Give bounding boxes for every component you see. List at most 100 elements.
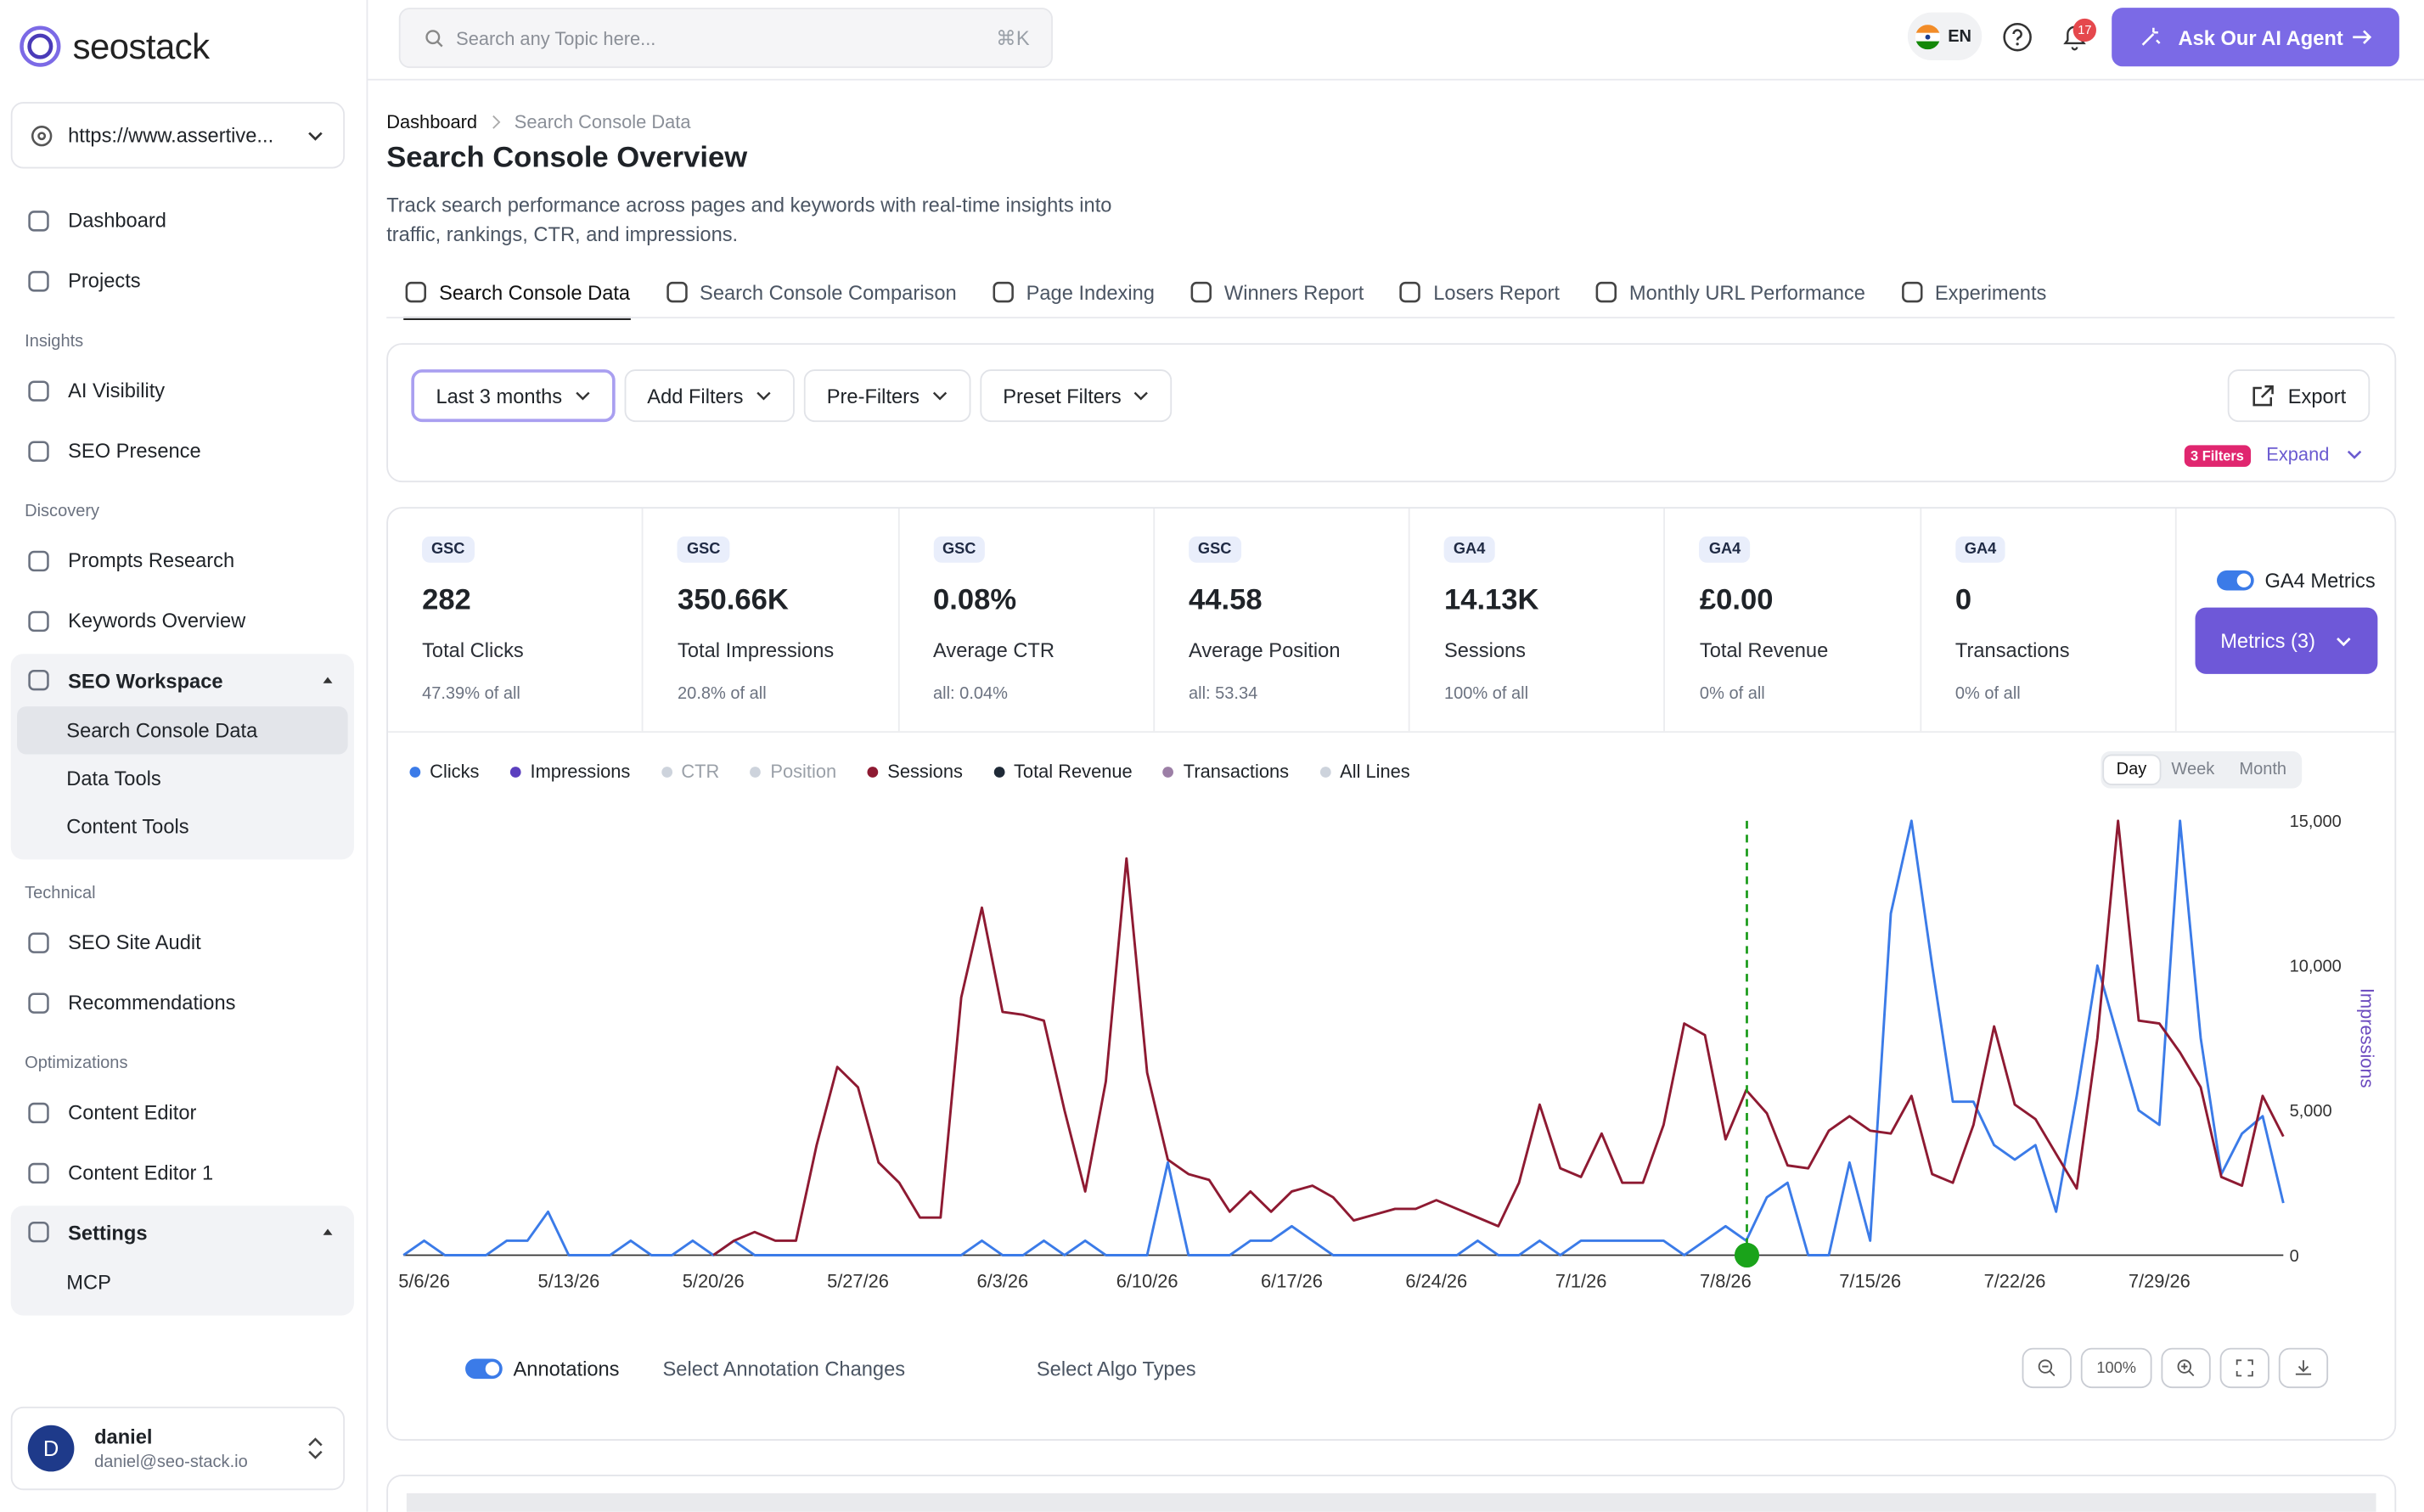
filter-button[interactable]: Pre-Filters xyxy=(803,369,971,423)
nav-item[interactable]: Content Editor xyxy=(0,1082,365,1143)
x-tick-label: 6/17/26 xyxy=(1261,1271,1323,1292)
export-icon xyxy=(2252,385,2274,407)
zoom-controls: 100% xyxy=(2013,1347,2329,1389)
legend-item[interactable]: Clicks xyxy=(409,760,480,783)
metric-note: all: 53.34 xyxy=(1188,684,1258,704)
tab[interactable]: Search Console Comparison xyxy=(664,267,957,317)
zoom-level[interactable]: 100% xyxy=(2080,1347,2152,1389)
annotation-marker[interactable] xyxy=(1734,1242,1760,1268)
sidebar: seostack https://www.assertive... Dashbo… xyxy=(0,0,368,1512)
filter-buttons: Last 3 months Add Filters Pre-Filters Prese… xyxy=(411,369,1173,423)
nav-item[interactable]: Dashboard xyxy=(0,190,365,250)
nav-item[interactable]: SEO Presence xyxy=(0,420,365,481)
nav-item[interactable]: AI Visibility xyxy=(0,360,365,420)
arrow-icon xyxy=(2353,30,2372,44)
expand[interactable]: Expand xyxy=(2266,444,2363,465)
nav-subitem[interactable]: Content Tools xyxy=(66,814,189,838)
metric-source-wrap: GSC xyxy=(933,533,1153,563)
toggle[interactable] xyxy=(2217,570,2254,591)
metric-card: GSC 350.66K Total Impressions 20.8% of all xyxy=(644,509,899,732)
tab[interactable]: Losers Report xyxy=(1398,267,1560,317)
annotation-changes[interactable]: Select Annotation Changes xyxy=(662,1357,906,1380)
legend-item[interactable]: Transactions xyxy=(1163,761,1289,782)
breadcrumb: Dashboard Search Console Data xyxy=(386,111,690,132)
nav-item[interactable]: Content Editor 1 xyxy=(0,1143,365,1203)
breadcrumb-link[interactable]: Dashboard xyxy=(386,111,478,133)
legend-label: Clicks xyxy=(430,760,480,783)
filter-button[interactable]: Add Filters xyxy=(623,369,795,423)
metrics-button[interactable]: Metrics (3) xyxy=(2195,607,2378,674)
nav-item[interactable]: Projects xyxy=(0,250,365,311)
metric-card: GA4 £0.00 Total Revenue 0% of all xyxy=(1666,509,1921,732)
caret xyxy=(323,677,333,683)
metric-label: Transactions xyxy=(1954,638,2070,662)
metric-card: GSC 282 Total Clicks 47.39% of all xyxy=(388,509,644,732)
nav-item[interactable]: SEO Site Audit xyxy=(0,912,365,972)
icon-shape xyxy=(28,270,49,291)
tab[interactable]: Page Indexing xyxy=(991,267,1155,317)
nav-label: Recommendations xyxy=(68,991,236,1015)
help-icon[interactable] xyxy=(2002,21,2033,52)
icon xyxy=(666,281,687,303)
algo-types[interactable]: Select Algo Types xyxy=(1036,1357,1196,1380)
x-tick-label: 6/10/26 xyxy=(1116,1271,1178,1292)
nav-subitem[interactable]: MCP xyxy=(66,1270,111,1295)
icon xyxy=(28,610,49,632)
legend-item[interactable]: Impressions xyxy=(509,760,631,783)
granularity-option[interactable]: Month xyxy=(2239,760,2287,779)
metric-source: GSC xyxy=(1188,536,1241,563)
legend-swatch xyxy=(867,766,879,777)
chevron xyxy=(756,391,771,401)
metric-source-wrap: GA4 xyxy=(1699,533,1920,563)
icon-shape xyxy=(666,281,687,303)
icon-shape xyxy=(1399,281,1421,303)
nav-item[interactable]: Prompts Research xyxy=(0,531,365,591)
nav-item[interactable]: Keywords Overview xyxy=(0,591,365,651)
filter-card: Last 3 months Add Filters Pre-Filters Prese… xyxy=(386,343,2397,483)
legend-item[interactable]: Sessions xyxy=(867,761,963,782)
search[interactable]: Search any Topic here... ⌘K xyxy=(398,8,1053,69)
fullscreen[interactable] xyxy=(2219,1347,2269,1389)
site-select[interactable]: https://www.assertive... xyxy=(10,102,346,169)
export-button[interactable]: Export xyxy=(2227,369,2370,423)
ai-agent-button[interactable]: Ask Our AI Agent xyxy=(2112,8,2399,67)
icon-shape xyxy=(28,1161,49,1183)
filter-button[interactable]: Preset Filters xyxy=(979,369,1173,423)
tab[interactable]: Experiments xyxy=(1899,267,2046,317)
download[interactable] xyxy=(2278,1347,2329,1389)
ga4-toggle[interactable]: GA4 Metrics xyxy=(2217,569,2376,592)
nav-subitem[interactable]: Data Tools xyxy=(66,767,161,790)
nav-label: SEO Presence xyxy=(68,439,201,463)
tab[interactable]: Winners Report xyxy=(1189,267,1364,317)
icon-shape xyxy=(28,210,49,231)
metric-label: Total Impressions xyxy=(678,638,835,662)
download-icon xyxy=(2295,1360,2312,1375)
tab[interactable]: Search Console Data xyxy=(403,267,631,320)
nav-item[interactable]: Settings xyxy=(11,1206,354,1258)
legend-item[interactable]: Total Revenue xyxy=(993,761,1133,782)
icon-shape xyxy=(28,1221,49,1243)
caret-shape xyxy=(323,1228,333,1235)
icon xyxy=(28,210,49,231)
nav-item[interactable]: Recommendations xyxy=(0,972,365,1032)
language[interactable]: EN xyxy=(1907,12,1983,61)
user-card[interactable]: D daniel daniel@seo-stack.io xyxy=(10,1406,346,1491)
zoom-out[interactable] xyxy=(2022,1347,2072,1389)
nav-item[interactable]: SEO Workspace xyxy=(11,654,354,706)
annotation-bar: Annotations Select Annotation Changes Se… xyxy=(465,1357,1196,1380)
legend-item[interactable]: CTR xyxy=(661,761,719,782)
filter-label: Pre-Filters xyxy=(826,384,920,408)
x-tick-label: 7/15/26 xyxy=(1839,1271,1901,1292)
legend-item[interactable]: Position xyxy=(750,761,836,782)
tab[interactable]: Monthly URL Performance xyxy=(1594,267,1865,317)
nav-subitem[interactable]: Search Console Data xyxy=(17,706,348,755)
zoom-in[interactable] xyxy=(2161,1347,2211,1389)
legend-label: Impressions xyxy=(530,760,631,783)
granularity-option[interactable]: Week xyxy=(2171,760,2215,779)
toggle[interactable] xyxy=(465,1358,503,1380)
filter-button[interactable]: Last 3 months xyxy=(411,369,616,423)
granularity-option[interactable]: Day xyxy=(2104,756,2159,784)
legend-item[interactable]: All Lines xyxy=(1319,761,1410,782)
